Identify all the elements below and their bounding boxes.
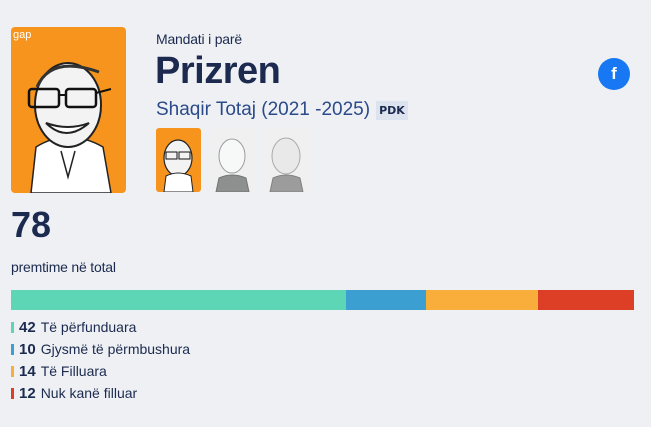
legend-count: 12 xyxy=(19,384,36,402)
mayor-thumbnails xyxy=(156,128,309,192)
bar-segment xyxy=(11,290,347,310)
bar-segment xyxy=(346,290,427,310)
legend-count: 42 xyxy=(19,318,36,336)
mayor-portrait: gap xyxy=(11,27,126,193)
legend-item: 14 Të Filluara xyxy=(11,360,190,382)
legend-count: 10 xyxy=(19,340,36,358)
legend-label: Nuk kanë filluar xyxy=(40,385,138,401)
bar-segment xyxy=(538,290,634,310)
mayor-info: Shaqir Totaj (2021 -2025) PDK xyxy=(156,99,408,121)
legend-label: Të përfunduara xyxy=(40,319,137,335)
facebook-icon: f xyxy=(611,64,617,83)
term-label: Mandati i parë xyxy=(156,31,242,47)
caricature-image xyxy=(27,62,112,193)
facebook-share-button[interactable]: f xyxy=(598,58,630,90)
legend-label: Gjysmë të përmbushura xyxy=(40,341,191,357)
total-promises-count: 78 xyxy=(11,204,52,245)
page-title: Prizren xyxy=(155,50,281,92)
mayor-name: Shaqir Totaj (2021 -2025) xyxy=(156,99,371,120)
thumbnail-previous-mayor-1[interactable] xyxy=(210,128,255,192)
legend-swatch xyxy=(11,387,14,399)
total-promises-label: premtime në total xyxy=(11,259,116,275)
legend-item: 42 Të përfunduara xyxy=(11,316,190,338)
legend-swatch xyxy=(11,321,14,333)
legend-swatch xyxy=(11,365,14,377)
legend-swatch xyxy=(11,343,14,355)
party-badge: PDK xyxy=(376,100,408,120)
legend-item: 12 Nuk kanë filluar xyxy=(11,382,190,404)
legend-item: 10 Gjysmë të përmbushura xyxy=(11,338,190,360)
bar-segment xyxy=(426,290,539,310)
thumbnail-previous-mayor-2[interactable] xyxy=(264,128,309,192)
legend-label: Të Filluara xyxy=(40,363,107,379)
promises-legend: 42 Të përfunduara 10 Gjysmë të përmbushura 1… xyxy=(11,316,190,404)
promises-progress-bar xyxy=(11,290,634,310)
legend-count: 14 xyxy=(19,362,36,380)
thumbnail-current-mayor[interactable] xyxy=(156,128,201,192)
gap-logo: gap xyxy=(13,29,32,41)
